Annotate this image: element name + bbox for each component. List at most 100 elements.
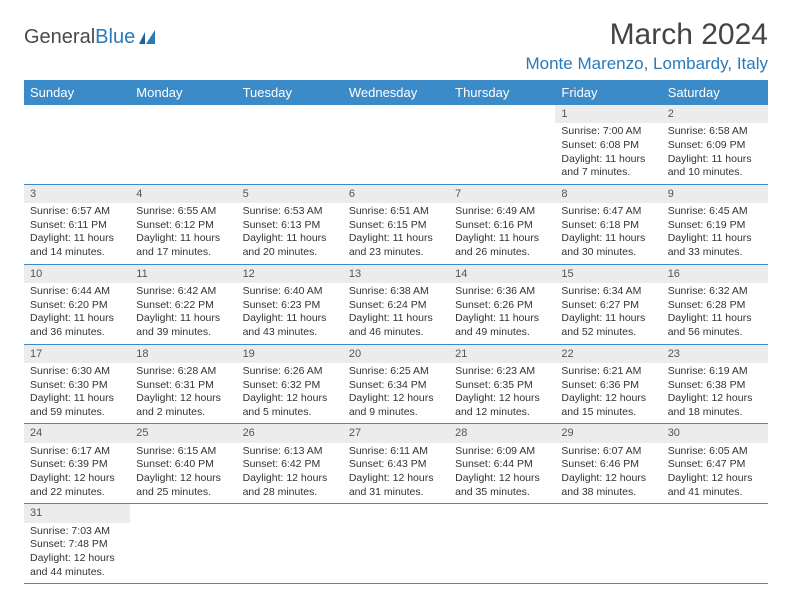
- sunset-text: Sunset: 6:09 PM: [668, 139, 762, 153]
- sunset-text: Sunset: 6:34 PM: [349, 379, 443, 393]
- sunrise-text: Sunrise: 6:44 AM: [30, 285, 124, 299]
- sunrise-text: Sunrise: 6:53 AM: [243, 205, 337, 219]
- dow-monday: Monday: [130, 80, 236, 105]
- sunset-text: Sunset: 6:22 PM: [136, 299, 230, 313]
- day-number: 2: [662, 105, 768, 123]
- calendar-grid: Sunday Monday Tuesday Wednesday Thursday…: [24, 80, 768, 584]
- day-cell: 9Sunrise: 6:45 AMSunset: 6:19 PMDaylight…: [662, 185, 768, 264]
- day-cell: [130, 105, 236, 184]
- sunset-text: Sunset: 6:46 PM: [561, 458, 655, 472]
- sunset-text: Sunset: 7:48 PM: [30, 538, 124, 552]
- day-number: [449, 504, 555, 508]
- day-cell: 27Sunrise: 6:11 AMSunset: 6:43 PMDayligh…: [343, 424, 449, 503]
- sunset-text: Sunset: 6:08 PM: [561, 139, 655, 153]
- sunrise-text: Sunrise: 6:34 AM: [561, 285, 655, 299]
- daylight-text: Daylight: 12 hours and 44 minutes.: [30, 552, 124, 579]
- day-number: 21: [449, 345, 555, 363]
- day-body: Sunrise: 6:49 AMSunset: 6:16 PMDaylight:…: [449, 203, 555, 264]
- sunrise-text: Sunrise: 7:00 AM: [561, 125, 655, 139]
- title-block: March 2024 Monte Marenzo, Lombardy, Ital…: [525, 18, 768, 74]
- day-number: [555, 504, 661, 508]
- day-number: 28: [449, 424, 555, 442]
- day-number: 3: [24, 185, 130, 203]
- sunrise-text: Sunrise: 6:26 AM: [243, 365, 337, 379]
- daylight-text: Daylight: 11 hours and 36 minutes.: [30, 312, 124, 339]
- daylight-text: Daylight: 12 hours and 18 minutes.: [668, 392, 762, 419]
- day-number: 12: [237, 265, 343, 283]
- sunset-text: Sunset: 6:19 PM: [668, 219, 762, 233]
- day-number: 31: [24, 504, 130, 522]
- sunrise-text: Sunrise: 6:36 AM: [455, 285, 549, 299]
- sunset-text: Sunset: 6:31 PM: [136, 379, 230, 393]
- day-body: Sunrise: 6:09 AMSunset: 6:44 PMDaylight:…: [449, 443, 555, 504]
- day-cell: 17Sunrise: 6:30 AMSunset: 6:30 PMDayligh…: [24, 345, 130, 424]
- daylight-text: Daylight: 12 hours and 31 minutes.: [349, 472, 443, 499]
- daylight-text: Daylight: 12 hours and 35 minutes.: [455, 472, 549, 499]
- dow-tuesday: Tuesday: [237, 80, 343, 105]
- sunrise-text: Sunrise: 6:28 AM: [136, 365, 230, 379]
- day-number: 16: [662, 265, 768, 283]
- daylight-text: Daylight: 11 hours and 30 minutes.: [561, 232, 655, 259]
- sunrise-text: Sunrise: 7:03 AM: [30, 525, 124, 539]
- day-body: Sunrise: 6:32 AMSunset: 6:28 PMDaylight:…: [662, 283, 768, 344]
- day-body: Sunrise: 6:45 AMSunset: 6:19 PMDaylight:…: [662, 203, 768, 264]
- day-body: Sunrise: 6:44 AMSunset: 6:20 PMDaylight:…: [24, 283, 130, 344]
- logo: GeneralBlue: [24, 26, 161, 49]
- day-number: 10: [24, 265, 130, 283]
- day-body: Sunrise: 6:40 AMSunset: 6:23 PMDaylight:…: [237, 283, 343, 344]
- sunrise-text: Sunrise: 6:23 AM: [455, 365, 549, 379]
- sunrise-text: Sunrise: 6:40 AM: [243, 285, 337, 299]
- day-number: 14: [449, 265, 555, 283]
- sunrise-text: Sunrise: 6:51 AM: [349, 205, 443, 219]
- day-number: 23: [662, 345, 768, 363]
- day-number: 17: [24, 345, 130, 363]
- sunrise-text: Sunrise: 6:32 AM: [668, 285, 762, 299]
- day-number: 7: [449, 185, 555, 203]
- dow-wednesday: Wednesday: [343, 80, 449, 105]
- page-header: GeneralBlue March 2024 Monte Marenzo, Lo…: [24, 18, 768, 74]
- day-body: Sunrise: 6:34 AMSunset: 6:27 PMDaylight:…: [555, 283, 661, 344]
- sunrise-text: Sunrise: 6:49 AM: [455, 205, 549, 219]
- day-number: 24: [24, 424, 130, 442]
- day-body: Sunrise: 6:11 AMSunset: 6:43 PMDaylight:…: [343, 443, 449, 504]
- sunrise-text: Sunrise: 6:47 AM: [561, 205, 655, 219]
- sunrise-text: Sunrise: 6:38 AM: [349, 285, 443, 299]
- sunrise-text: Sunrise: 6:21 AM: [561, 365, 655, 379]
- day-cell: 22Sunrise: 6:21 AMSunset: 6:36 PMDayligh…: [555, 345, 661, 424]
- daylight-text: Daylight: 12 hours and 15 minutes.: [561, 392, 655, 419]
- daylight-text: Daylight: 12 hours and 12 minutes.: [455, 392, 549, 419]
- sunrise-text: Sunrise: 6:11 AM: [349, 445, 443, 459]
- week-row: 3Sunrise: 6:57 AMSunset: 6:11 PMDaylight…: [24, 185, 768, 265]
- day-number: 4: [130, 185, 236, 203]
- sunrise-text: Sunrise: 6:13 AM: [243, 445, 337, 459]
- day-number: 8: [555, 185, 661, 203]
- sunset-text: Sunset: 6:43 PM: [349, 458, 443, 472]
- daylight-text: Daylight: 12 hours and 5 minutes.: [243, 392, 337, 419]
- day-body: Sunrise: 6:47 AMSunset: 6:18 PMDaylight:…: [555, 203, 661, 264]
- day-cell: 25Sunrise: 6:15 AMSunset: 6:40 PMDayligh…: [130, 424, 236, 503]
- daylight-text: Daylight: 12 hours and 9 minutes.: [349, 392, 443, 419]
- day-cell: 20Sunrise: 6:25 AMSunset: 6:34 PMDayligh…: [343, 345, 449, 424]
- sunset-text: Sunset: 6:47 PM: [668, 458, 762, 472]
- daylight-text: Daylight: 11 hours and 46 minutes.: [349, 312, 443, 339]
- week-row: 24Sunrise: 6:17 AMSunset: 6:39 PMDayligh…: [24, 424, 768, 504]
- dow-sunday: Sunday: [24, 80, 130, 105]
- sunrise-text: Sunrise: 6:57 AM: [30, 205, 124, 219]
- day-body: Sunrise: 6:25 AMSunset: 6:34 PMDaylight:…: [343, 363, 449, 424]
- sunset-text: Sunset: 6:27 PM: [561, 299, 655, 313]
- location-subtitle: Monte Marenzo, Lombardy, Italy: [525, 54, 768, 74]
- day-body: Sunrise: 6:28 AMSunset: 6:31 PMDaylight:…: [130, 363, 236, 424]
- sunset-text: Sunset: 6:42 PM: [243, 458, 337, 472]
- dow-saturday: Saturday: [662, 80, 768, 105]
- sunset-text: Sunset: 6:13 PM: [243, 219, 337, 233]
- day-number: [343, 105, 449, 109]
- day-cell: 30Sunrise: 6:05 AMSunset: 6:47 PMDayligh…: [662, 424, 768, 503]
- day-cell: 7Sunrise: 6:49 AMSunset: 6:16 PMDaylight…: [449, 185, 555, 264]
- daylight-text: Daylight: 11 hours and 10 minutes.: [668, 153, 762, 180]
- sunset-text: Sunset: 6:24 PM: [349, 299, 443, 313]
- sunset-text: Sunset: 6:35 PM: [455, 379, 549, 393]
- daylight-text: Daylight: 11 hours and 26 minutes.: [455, 232, 549, 259]
- day-cell: 16Sunrise: 6:32 AMSunset: 6:28 PMDayligh…: [662, 265, 768, 344]
- day-number: [662, 504, 768, 508]
- sunset-text: Sunset: 6:39 PM: [30, 458, 124, 472]
